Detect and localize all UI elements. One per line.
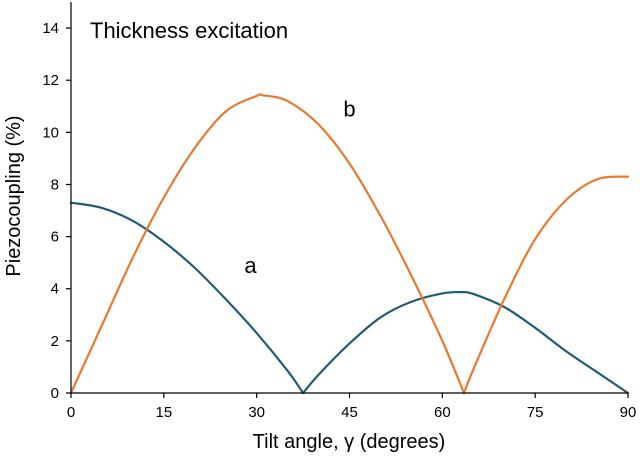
- curve-label-a: a: [244, 253, 257, 278]
- x-tick-label: 60: [434, 404, 451, 421]
- series-line-b: [69, 93, 630, 395]
- y-tick-label: 4: [51, 281, 59, 298]
- x-axis-ticks: 0 15 30 45 60 75 90: [67, 393, 637, 421]
- y-tick-label: 12: [42, 72, 59, 89]
- series-layer: [69, 93, 630, 395]
- y-tick-label: 10: [42, 124, 59, 141]
- x-tick-label: 30: [248, 404, 265, 421]
- y-tick-label: 14: [42, 20, 59, 37]
- x-tick-label: 0: [67, 404, 75, 421]
- y-tick-label: 0: [51, 385, 59, 402]
- x-tick-label: 45: [341, 404, 358, 421]
- x-tick-label: 15: [155, 404, 172, 421]
- y-axis-ticks: 0 2 4 6 8 10 12 14: [42, 20, 71, 402]
- y-tick-label: 6: [51, 229, 59, 246]
- chart-title: Thickness excitation: [90, 18, 288, 43]
- curve-label-b: b: [343, 97, 355, 122]
- y-tick-label: 2: [51, 333, 59, 350]
- annotation-layer: ab: [244, 97, 355, 278]
- y-axis-label: Piezocoupling (%): [3, 115, 25, 276]
- x-axis-label: Tilt angle, γ (degrees): [253, 431, 446, 453]
- y-tick-label: 8: [51, 176, 59, 193]
- series-line-a: [69, 201, 630, 395]
- x-tick-label: 75: [527, 404, 544, 421]
- x-tick-label: 90: [620, 404, 637, 421]
